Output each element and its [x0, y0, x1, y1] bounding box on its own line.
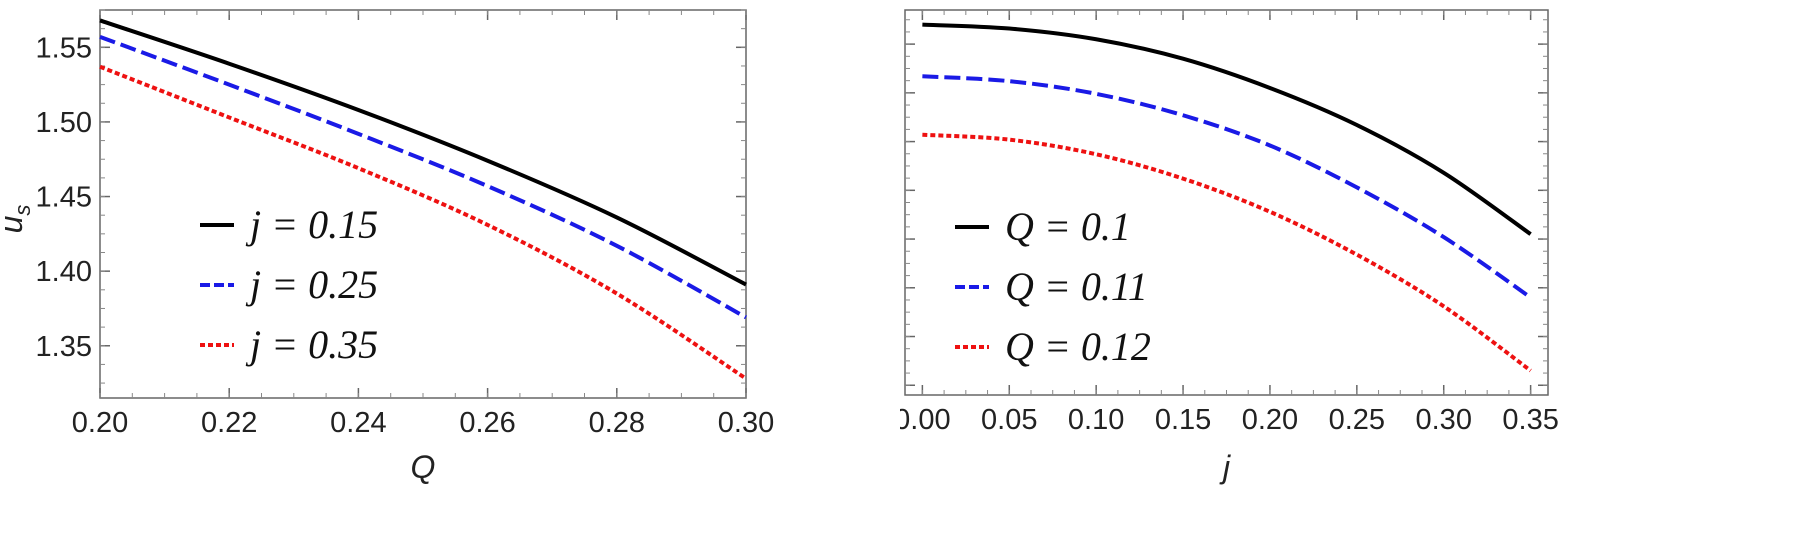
- x-tick-label: 0.15: [1155, 404, 1211, 436]
- series-line-1: [99, 18, 747, 287]
- x-tick-label: 0.20: [1242, 404, 1298, 436]
- legend-label-2: j = 0.25: [245, 262, 378, 307]
- series-line-3: [922, 132, 1532, 373]
- x-tick-label: 0.26: [459, 407, 515, 439]
- x-tick-label: 0.30: [1416, 404, 1472, 436]
- x-tick-label: 0.35: [1502, 404, 1558, 436]
- y-tick-label: 1.45: [36, 182, 92, 214]
- x-axis-label: j: [1219, 449, 1231, 485]
- x-tick-label: 0.22: [201, 407, 257, 439]
- x-tick-label: 0.25: [1329, 404, 1385, 436]
- x-tick-label: 0.00: [900, 404, 951, 436]
- x-axis-label: Q: [411, 449, 436, 485]
- series-line-2: [99, 34, 747, 320]
- plot-frame: [99, 9, 747, 399]
- chart-left: 0.20 0.22 0.24 0.26 0.28 0.30 1.35 1.40 1.45 1.50…: [0, 0, 900, 557]
- x-tick-label: 0.24: [330, 407, 386, 439]
- series-line-3: [99, 64, 748, 381]
- x-tick-label: 0.20: [72, 407, 128, 439]
- y-tick-label: 1.40: [36, 256, 92, 288]
- chart-right: 0.000.050.100.150.200.250.300.351.6201.6…: [900, 0, 1820, 557]
- x-tick-label: 0.05: [981, 404, 1037, 436]
- y-axis-label: us: [0, 205, 35, 234]
- chart-left-svg: 0.20 0.22 0.24 0.26 0.28 0.30 1.35 1.40 1.45 1.50…: [0, 9, 774, 485]
- plot-frame: [904, 9, 1549, 396]
- chart-right-svg: 0.000.050.100.150.200.250.300.351.6201.6…: [900, 9, 1559, 485]
- legend-label-1: j = 0.15: [245, 202, 378, 247]
- y-tick-label: 1.50: [36, 107, 92, 139]
- series-line-1: [922, 22, 1532, 236]
- legend-label-3: j = 0.35: [245, 322, 378, 367]
- y-tick-label: 1.35: [36, 331, 92, 363]
- x-tick-label: 0.30: [718, 407, 774, 439]
- legend-label-1: Q = 0.1: [1005, 204, 1131, 249]
- x-tick-label: 0.10: [1068, 404, 1124, 436]
- x-tick-label: 0.28: [589, 407, 645, 439]
- legend-label-2: Q = 0.11: [1005, 264, 1148, 309]
- y-tick-label: 1.55: [36, 32, 92, 64]
- series-line-2: [922, 74, 1532, 300]
- legend-label-3: Q = 0.12: [1005, 324, 1151, 369]
